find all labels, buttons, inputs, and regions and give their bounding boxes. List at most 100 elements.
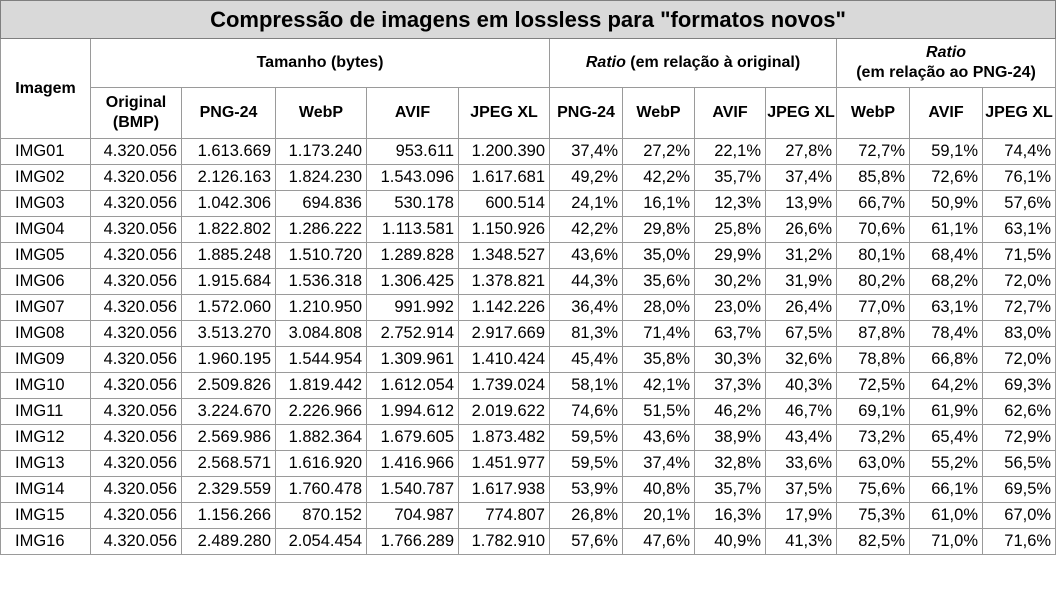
cell-webp-size: 1.616.920 — [275, 450, 367, 477]
cell-ratio-png-webp: 70,6% — [836, 216, 910, 243]
cell-ratio-orig-png: 24,1% — [549, 190, 623, 217]
header-original: Original (BMP) — [90, 87, 182, 139]
cell-ratio-png-webp: 63,0% — [836, 450, 910, 477]
cell-ratio-orig-webp: 29,8% — [622, 216, 695, 243]
cell-ratio-orig-webp: 40,8% — [622, 476, 695, 503]
cell-ratio-png-jxl: 72,0% — [981, 346, 1057, 373]
cell-ratio-orig-webp: 35,0% — [622, 242, 695, 269]
cell-ratio-png-jxl: 76,1% — [981, 164, 1057, 191]
cell-ratio-png-webp: 82,5% — [836, 528, 910, 555]
cell-ratio-orig-jxl: 26,6% — [765, 216, 837, 243]
cell-ratio-orig-png: 45,4% — [549, 346, 623, 373]
cell-ratio-png-jxl: 74,4% — [981, 138, 1057, 165]
cell-ratio-png-jxl: 63,1% — [981, 216, 1057, 243]
cell-original-size: 4.320.056 — [90, 502, 182, 529]
cell-original-size: 4.320.056 — [90, 138, 182, 165]
cell-ratio-png-jxl: 71,5% — [981, 242, 1057, 269]
cell-ratio-orig-avif: 37,3% — [694, 372, 766, 399]
cell-image-name: IMG07 — [0, 294, 91, 321]
cell-png-size: 1.156.266 — [181, 502, 276, 529]
cell-ratio-png-avif: 78,4% — [909, 320, 983, 347]
cell-avif-size: 953.611 — [366, 138, 459, 165]
cell-jxl-size: 1.451.977 — [458, 450, 550, 477]
cell-ratio-orig-jxl: 41,3% — [765, 528, 837, 555]
cell-ratio-orig-webp: 51,5% — [622, 398, 695, 425]
cell-ratio-orig-png: 36,4% — [549, 294, 623, 321]
cell-avif-size: 1.766.289 — [366, 528, 459, 555]
header-ratio-png-rest: (em relação ao PNG-24) — [856, 64, 1036, 81]
cell-image-name: IMG08 — [0, 320, 91, 347]
cell-avif-size: 1.543.096 — [366, 164, 459, 191]
header-size-group: Tamanho (bytes) — [90, 38, 550, 88]
cell-webp-size: 694.836 — [275, 190, 367, 217]
cell-ratio-png-avif: 61,0% — [909, 502, 983, 529]
table-row: IMG15 4.320.056 1.156.266 870.152 704.987 774… — [0, 502, 1057, 529]
cell-avif-size: 1.416.966 — [366, 450, 459, 477]
cell-png-size: 1.572.060 — [181, 294, 276, 321]
table-row: IMG12 4.320.056 2.569.986 1.882.364 1.679.60… — [0, 424, 1057, 451]
cell-ratio-png-webp: 85,8% — [836, 164, 910, 191]
table-body: IMG01 4.320.056 1.613.669 1.173.240 953.611 1… — [0, 138, 1057, 555]
cell-ratio-orig-png: 58,1% — [549, 372, 623, 399]
cell-ratio-orig-webp: 35,6% — [622, 268, 695, 295]
cell-png-size: 1.613.669 — [181, 138, 276, 165]
cell-webp-size: 870.152 — [275, 502, 367, 529]
cell-ratio-orig-webp: 42,2% — [622, 164, 695, 191]
cell-original-size: 4.320.056 — [90, 164, 182, 191]
cell-ratio-orig-webp: 37,4% — [622, 450, 695, 477]
cell-ratio-orig-jxl: 33,6% — [765, 450, 837, 477]
cell-ratio-orig-png: 53,9% — [549, 476, 623, 503]
cell-ratio-png-jxl: 72,9% — [981, 424, 1057, 451]
cell-ratio-orig-png: 59,5% — [549, 424, 623, 451]
cell-ratio-orig-avif: 12,3% — [694, 190, 766, 217]
cell-ratio-png-jxl: 72,7% — [981, 294, 1057, 321]
cell-original-size: 4.320.056 — [90, 268, 182, 295]
header-ratio-png-avif: AVIF — [909, 87, 983, 139]
cell-original-size: 4.320.056 — [90, 190, 182, 217]
cell-image-name: IMG11 — [0, 398, 91, 425]
cell-image-name: IMG03 — [0, 190, 91, 217]
cell-ratio-png-webp: 80,1% — [836, 242, 910, 269]
cell-ratio-orig-jxl: 13,9% — [765, 190, 837, 217]
cell-image-name: IMG06 — [0, 268, 91, 295]
cell-webp-size: 1.544.954 — [275, 346, 367, 373]
cell-webp-size: 2.226.966 — [275, 398, 367, 425]
cell-jxl-size: 2.019.622 — [458, 398, 550, 425]
cell-ratio-png-webp: 77,0% — [836, 294, 910, 321]
cell-image-name: IMG15 — [0, 502, 91, 529]
cell-jxl-size: 1.378.821 — [458, 268, 550, 295]
table-row: IMG01 4.320.056 1.613.669 1.173.240 953.611 1… — [0, 138, 1057, 165]
table-row: IMG06 4.320.056 1.915.684 1.536.318 1.306.42… — [0, 268, 1057, 295]
header-size-jxl: JPEG XL — [458, 87, 550, 139]
cell-image-name: IMG04 — [0, 216, 91, 243]
compression-table: Compressão de imagens em lossless para "… — [0, 0, 1057, 555]
cell-ratio-png-jxl: 72,0% — [981, 268, 1057, 295]
header-size-png: PNG-24 — [181, 87, 276, 139]
header-image: Imagem — [0, 38, 91, 139]
cell-ratio-orig-png: 81,3% — [549, 320, 623, 347]
cell-jxl-size: 1.150.926 — [458, 216, 550, 243]
cell-jxl-size: 1.782.910 — [458, 528, 550, 555]
cell-webp-size: 1.286.222 — [275, 216, 367, 243]
cell-ratio-orig-png: 42,2% — [549, 216, 623, 243]
cell-ratio-png-webp: 69,1% — [836, 398, 910, 425]
cell-ratio-orig-png: 37,4% — [549, 138, 623, 165]
cell-jxl-size: 1.200.390 — [458, 138, 550, 165]
cell-ratio-orig-png: 74,6% — [549, 398, 623, 425]
cell-ratio-png-jxl: 67,0% — [981, 502, 1057, 529]
header-ratio-png-italic: Ratio — [926, 44, 967, 61]
cell-original-size: 4.320.056 — [90, 216, 182, 243]
cell-original-size: 4.320.056 — [90, 294, 182, 321]
cell-original-size: 4.320.056 — [90, 320, 182, 347]
cell-ratio-png-webp: 75,3% — [836, 502, 910, 529]
cell-ratio-orig-webp: 16,1% — [622, 190, 695, 217]
cell-webp-size: 2.054.454 — [275, 528, 367, 555]
cell-avif-size: 704.987 — [366, 502, 459, 529]
cell-ratio-png-avif: 65,4% — [909, 424, 983, 451]
cell-ratio-orig-png: 43,6% — [549, 242, 623, 269]
cell-ratio-orig-jxl: 37,5% — [765, 476, 837, 503]
cell-ratio-png-avif: 72,6% — [909, 164, 983, 191]
cell-ratio-orig-jxl: 46,7% — [765, 398, 837, 425]
cell-jxl-size: 1.348.527 — [458, 242, 550, 269]
cell-ratio-orig-webp: 27,2% — [622, 138, 695, 165]
